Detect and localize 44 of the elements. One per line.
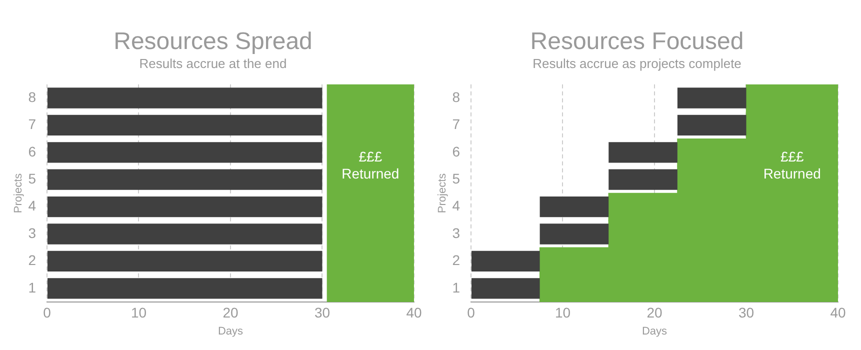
- x-tick-label: 30: [738, 304, 754, 320]
- bar: [677, 114, 746, 136]
- x-tick-label: 20: [222, 304, 238, 320]
- bar: [471, 250, 540, 272]
- y-axis-title: Projects: [436, 172, 449, 214]
- y-tick-label: 8: [452, 88, 460, 105]
- y-tick-label: 2: [452, 252, 460, 268]
- x-tick-label: 40: [830, 304, 846, 320]
- y-tick-label: 3: [452, 224, 460, 241]
- y-axis-title: Projects: [12, 172, 25, 214]
- y-tick-label: 7: [28, 116, 36, 132]
- chart-subtitle: Results accrue as projects complete: [532, 56, 742, 72]
- x-tick-label: 0: [467, 304, 476, 320]
- bar: [471, 278, 540, 299]
- bar: [540, 224, 609, 244]
- x-axis-title: Days: [642, 325, 668, 338]
- band-label: £££ Returned: [342, 148, 400, 182]
- x-axis-title: Days: [218, 325, 244, 338]
- bar: [540, 196, 609, 218]
- y-tick-label: 2: [28, 252, 36, 268]
- x-tick-label: 10: [130, 304, 147, 320]
- x-tick-label: 10: [554, 304, 571, 320]
- y-tick-label: 4: [28, 198, 36, 214]
- y-tick-label: 1: [452, 279, 460, 296]
- y-tick-label: 6: [28, 143, 36, 160]
- bar: [608, 142, 678, 163]
- y-tick-label: 3: [28, 224, 36, 241]
- bar: [608, 169, 678, 190]
- bar: [677, 88, 746, 108]
- y-tick-label: 5: [28, 170, 36, 186]
- y-tick-label: 5: [452, 170, 460, 186]
- y-tick-label: 8: [28, 88, 36, 105]
- chart-title: Resources Focused: [530, 28, 744, 56]
- chart-title: Resources Spread: [114, 28, 312, 56]
- series-label: £££ Returned: [763, 148, 821, 182]
- y-tick-label: 6: [452, 143, 460, 160]
- x-tick-label: 40: [406, 304, 422, 320]
- y-tick-label: 1: [28, 279, 36, 296]
- chart-subtitle: Results accrue at the end: [139, 56, 287, 72]
- x-tick-label: 20: [646, 304, 662, 320]
- y-tick-label: 4: [452, 198, 460, 214]
- x-tick-label: 30: [314, 304, 330, 320]
- y-tick-label: 7: [452, 116, 460, 132]
- x-tick-label: 0: [43, 304, 52, 320]
